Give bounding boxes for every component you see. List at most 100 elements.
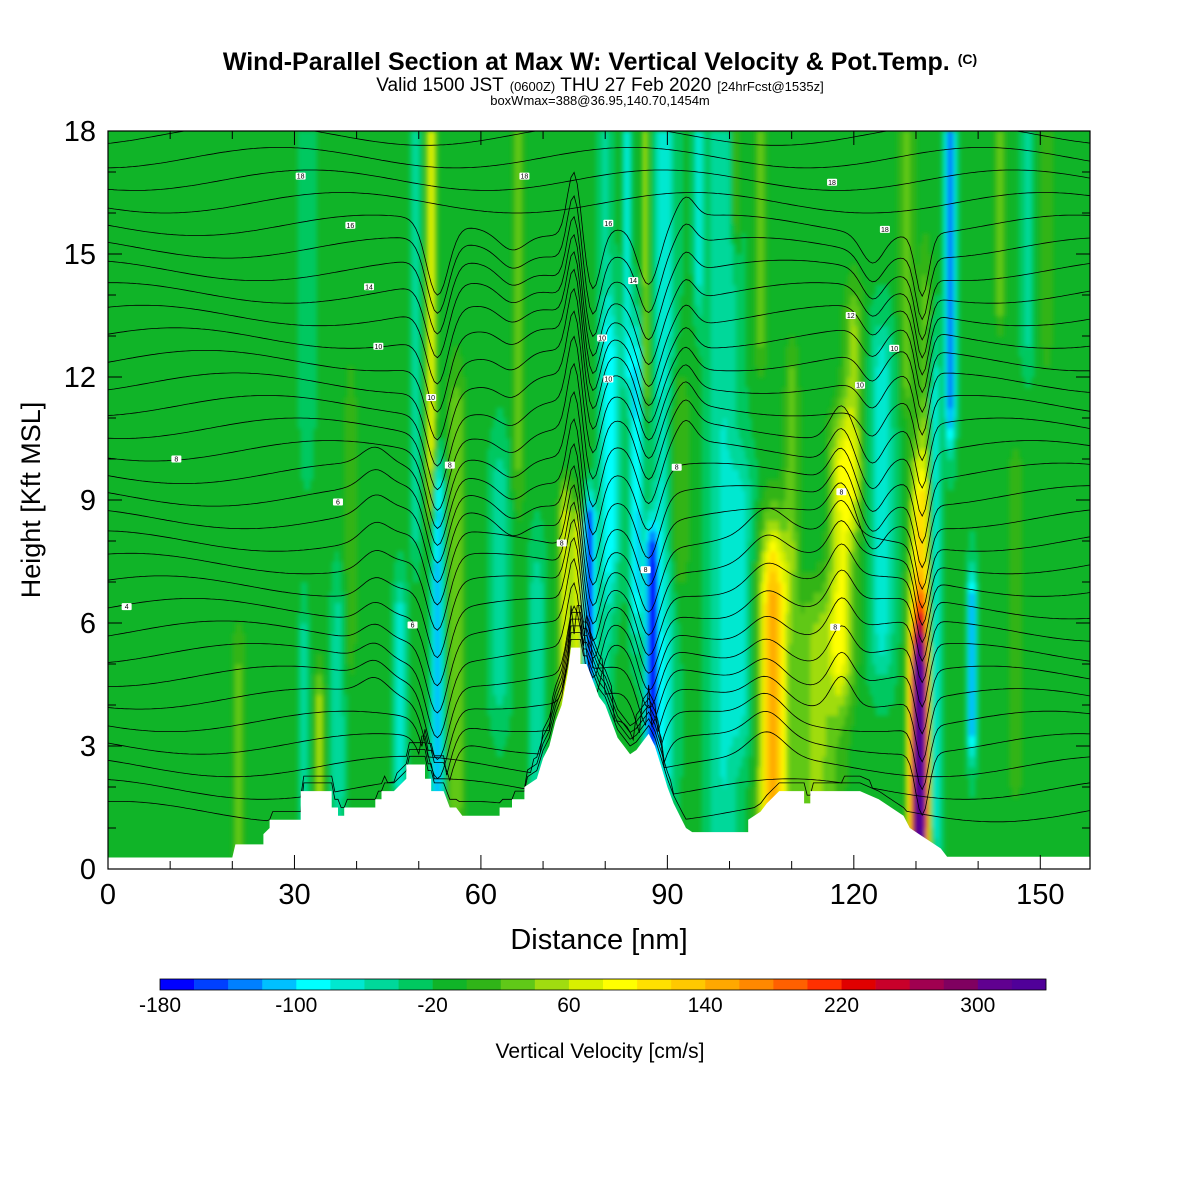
- colorbar-swatch: [671, 979, 706, 990]
- theta-contour: [108, 582, 1090, 739]
- contour-label-bg: [845, 312, 856, 319]
- contour-label: 18: [828, 180, 836, 187]
- contour-label-bg: [640, 566, 651, 574]
- contour-label: 10: [598, 336, 606, 343]
- contour-label-bg: [332, 498, 343, 506]
- colorbar-swatch: [194, 979, 229, 990]
- theta-contour: [108, 146, 1090, 169]
- contour-label-bg: [827, 178, 838, 186]
- x-tick-label: 150: [1016, 879, 1064, 911]
- contour-label: 8: [644, 567, 648, 574]
- x-tick-label: 0: [100, 879, 116, 911]
- colorbar-swatch: [739, 979, 774, 990]
- y-tick-label: 0: [80, 854, 96, 886]
- colorbar-swatch: [1011, 979, 1047, 990]
- contour-label-bg: [628, 277, 639, 285]
- theta-contour: [108, 536, 1090, 687]
- contour-label-bg: [373, 342, 384, 350]
- contour-label-bg: [879, 225, 890, 233]
- contour-label: 10: [374, 344, 382, 351]
- contour-label: 6: [411, 623, 415, 630]
- contour-label: 10: [890, 346, 898, 353]
- contour-label: 8: [839, 489, 843, 496]
- colorbar-swatch: [773, 979, 808, 990]
- contour-label-bg: [407, 621, 418, 629]
- colorbar-swatch: [534, 979, 570, 990]
- y-axis-label: Height [Kft MSL]: [16, 402, 46, 599]
- contour-label: 8: [448, 463, 452, 470]
- theta-contour: [108, 464, 1090, 591]
- colorbar-tick-label: -180: [139, 994, 181, 1017]
- vertical-velocity-field: [232, 131, 1054, 869]
- contour-label: 10: [427, 395, 435, 402]
- theta-contour: [108, 362, 1090, 511]
- contour-label-bg: [519, 172, 530, 180]
- theta-contour: [108, 287, 1090, 441]
- chart-title: Wind-Parallel Section at Max W: Vertical…: [223, 48, 977, 76]
- contour-label-bg: [426, 394, 437, 401]
- contour-label-bg: [345, 221, 356, 229]
- y-tick-label: 15: [64, 239, 96, 271]
- theta-contour: [108, 169, 1090, 191]
- contour-label: 14: [629, 278, 637, 285]
- theta-contour: [108, 335, 1090, 491]
- theta-contour: [108, 192, 1090, 214]
- colorbar-tick-label: -100: [275, 994, 317, 1017]
- contour-label: 12: [847, 313, 855, 320]
- contour-label: 4: [125, 604, 129, 611]
- x-tick-label: 120: [830, 879, 878, 911]
- colorbar-swatch: [296, 979, 331, 990]
- theta-contour: [108, 251, 1090, 388]
- theta-contour: [108, 639, 1090, 823]
- colorbar-swatch: [432, 979, 467, 990]
- terrain: [108, 647, 1090, 869]
- colorbar-tick-label: 220: [824, 994, 859, 1017]
- contour-label: 16: [346, 223, 354, 230]
- colorbar-swatch: [603, 979, 638, 990]
- x-tick-label: 60: [465, 879, 497, 911]
- theta-contour: [108, 501, 1090, 636]
- colorbar-swatch: [909, 979, 945, 990]
- contour-label-bg: [603, 219, 614, 227]
- potential-temperature-contours: [108, 131, 1090, 823]
- x-tick-label: 90: [651, 879, 683, 911]
- contour-label-bg: [889, 344, 900, 352]
- contour-label-bg: [295, 172, 306, 180]
- plot-area: 4 6 8 8 8 6 8 8 8 8 10 10 10 10 10 10 12 14 14 16 16 18 18 18 18: [108, 131, 1090, 869]
- theta-contour: [108, 233, 1090, 366]
- y-axis: 0 3 6 9 12 15 18: [64, 116, 1090, 886]
- theta-contour: [108, 195, 1090, 321]
- colorbar-tick-label: 300: [960, 994, 995, 1017]
- theta-contour: [108, 605, 1090, 780]
- colorbar-swatch: [568, 979, 604, 990]
- colorbar-swatch: [841, 979, 876, 990]
- theta-contour: [108, 310, 1090, 467]
- contour-label: 8: [833, 625, 837, 632]
- contour-label-bg: [603, 375, 614, 383]
- contour-label: 6: [336, 500, 340, 507]
- colorbar: [159, 978, 1047, 991]
- colorbar-frame: [159, 978, 1047, 991]
- theta-contour: [108, 605, 1090, 761]
- colorbar-swatch: [160, 979, 195, 990]
- colorbar-swatch: [977, 979, 1013, 990]
- y-tick-label: 18: [64, 116, 96, 148]
- colorbar-swatch: [705, 979, 740, 990]
- theta-contour: [108, 557, 1090, 714]
- chart-subtitle: Valid 1500 JST (0600Z) THU 27 Feb 2020 [24h…: [376, 75, 823, 96]
- copyright-mark: (C): [958, 51, 977, 67]
- contour-label: 14: [365, 284, 373, 291]
- contour-label: 10: [604, 377, 612, 384]
- contour-label-bg: [444, 461, 455, 469]
- contour-label-bg: [597, 334, 608, 342]
- colorbar-tick-label: -20: [417, 994, 447, 1017]
- theta-contour: [108, 518, 1090, 659]
- colorbar-swatch: [364, 979, 399, 990]
- colorbar-tick-label: 60: [557, 994, 580, 1017]
- colorbar-swatch: [637, 979, 672, 990]
- contour-label: 8: [560, 541, 564, 548]
- y-tick-label: 6: [80, 608, 96, 640]
- colorbar-ticks: -180 -100 -20 60 140 220 300: [139, 994, 995, 1017]
- contour-label-bg: [121, 603, 132, 611]
